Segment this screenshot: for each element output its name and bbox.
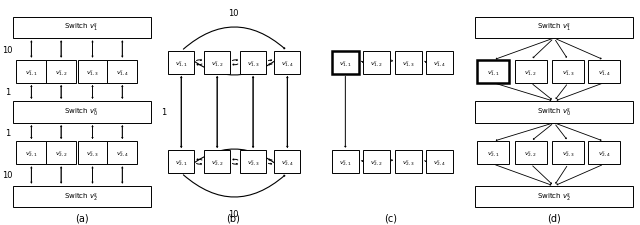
Bar bbox=[363, 52, 390, 74]
Bar bbox=[477, 142, 509, 164]
Text: $v_{1,2}^c$: $v_{1,2}^c$ bbox=[524, 68, 537, 76]
Text: $v_{1,3}^c$: $v_{1,3}^c$ bbox=[246, 58, 260, 68]
Text: (b): (b) bbox=[227, 213, 241, 223]
Bar bbox=[426, 151, 453, 173]
Text: (c): (c) bbox=[384, 213, 397, 223]
Text: $v_{2,3}^c$: $v_{2,3}^c$ bbox=[562, 148, 575, 157]
Bar bbox=[475, 186, 633, 207]
Bar bbox=[363, 151, 390, 173]
Text: $v_{1,4}^c$: $v_{1,4}^c$ bbox=[598, 68, 611, 76]
Bar bbox=[204, 151, 230, 173]
Text: 10: 10 bbox=[3, 45, 13, 54]
Bar bbox=[13, 102, 150, 123]
Text: $v_{2,4}^c$: $v_{2,4}^c$ bbox=[598, 148, 611, 157]
Bar bbox=[275, 151, 300, 173]
Text: $v_{2,2}^c$: $v_{2,2}^c$ bbox=[54, 148, 68, 157]
Text: $v_{1,1}^c$: $v_{1,1}^c$ bbox=[175, 58, 188, 68]
Bar bbox=[588, 61, 620, 83]
Text: (d): (d) bbox=[547, 213, 561, 223]
Text: $v_{2,2}^c$: $v_{2,2}^c$ bbox=[370, 158, 383, 166]
Bar bbox=[396, 52, 422, 74]
Text: $v_{2,3}^c$: $v_{2,3}^c$ bbox=[246, 158, 260, 166]
Text: $v_{1,1}^c$: $v_{1,1}^c$ bbox=[25, 68, 38, 76]
Bar bbox=[426, 52, 453, 74]
Text: $v_{1,2}^c$: $v_{1,2}^c$ bbox=[370, 58, 383, 68]
Bar bbox=[17, 142, 46, 164]
Text: $v_{1,3}^c$: $v_{1,3}^c$ bbox=[86, 68, 99, 76]
Text: $v_{2,1}^c$: $v_{2,1}^c$ bbox=[339, 158, 352, 166]
Text: Switch $v_0^s$: Switch $v_0^s$ bbox=[537, 106, 571, 119]
Text: $v_{2,2}^c$: $v_{2,2}^c$ bbox=[524, 148, 537, 157]
Bar bbox=[17, 61, 46, 83]
Bar bbox=[396, 151, 422, 173]
Text: (a): (a) bbox=[75, 213, 88, 223]
Text: $v_{1,2}^c$: $v_{1,2}^c$ bbox=[211, 58, 224, 68]
Bar bbox=[515, 142, 547, 164]
Bar bbox=[13, 17, 150, 39]
Bar bbox=[552, 61, 584, 83]
Bar bbox=[13, 186, 150, 207]
Bar bbox=[240, 151, 266, 173]
Text: 10: 10 bbox=[228, 209, 239, 218]
Bar bbox=[77, 61, 108, 83]
Bar bbox=[108, 142, 137, 164]
Text: $v_{1,1}^c$: $v_{1,1}^c$ bbox=[339, 58, 352, 68]
Text: $v_{1,1}^c$: $v_{1,1}^c$ bbox=[486, 68, 500, 76]
Text: Switch $v_1^s$: Switch $v_1^s$ bbox=[537, 22, 571, 34]
Text: 10: 10 bbox=[3, 171, 13, 180]
Text: $v_{2,3}^c$: $v_{2,3}^c$ bbox=[402, 158, 415, 166]
Text: $v_{2,4}^c$: $v_{2,4}^c$ bbox=[116, 148, 129, 157]
Text: 1: 1 bbox=[161, 108, 166, 117]
Text: $v_{2,3}^c$: $v_{2,3}^c$ bbox=[86, 148, 99, 157]
Text: Switch $v_2^s$: Switch $v_2^s$ bbox=[65, 191, 99, 203]
Text: $v_{2,4}^c$: $v_{2,4}^c$ bbox=[281, 158, 294, 166]
Bar bbox=[168, 52, 195, 74]
Text: 10: 10 bbox=[228, 9, 239, 18]
Text: $v_{1,4}^c$: $v_{1,4}^c$ bbox=[433, 58, 446, 68]
Text: $v_{2,1}^c$: $v_{2,1}^c$ bbox=[486, 148, 500, 157]
Text: Switch $v_1^s$: Switch $v_1^s$ bbox=[65, 22, 99, 34]
Text: $v_{1,2}^c$: $v_{1,2}^c$ bbox=[54, 68, 68, 76]
Text: $v_{2,4}^c$: $v_{2,4}^c$ bbox=[433, 158, 446, 166]
Text: $v_{1,4}^c$: $v_{1,4}^c$ bbox=[116, 68, 129, 76]
Text: 1: 1 bbox=[5, 128, 10, 137]
Text: $v_{1,3}^c$: $v_{1,3}^c$ bbox=[402, 58, 415, 68]
Text: Switch $v_0^s$: Switch $v_0^s$ bbox=[65, 106, 99, 119]
Text: $v_{1,4}^c$: $v_{1,4}^c$ bbox=[281, 58, 294, 68]
Bar bbox=[46, 61, 76, 83]
Bar bbox=[332, 151, 359, 173]
Text: $v_{1,3}^c$: $v_{1,3}^c$ bbox=[562, 68, 575, 76]
Text: $v_{2,1}^c$: $v_{2,1}^c$ bbox=[25, 148, 38, 157]
Text: 1: 1 bbox=[5, 88, 10, 97]
Bar bbox=[588, 142, 620, 164]
Bar bbox=[108, 61, 137, 83]
Bar bbox=[515, 61, 547, 83]
Text: $v_{2,2}^c$: $v_{2,2}^c$ bbox=[211, 158, 224, 166]
Bar bbox=[240, 52, 266, 74]
Text: Switch $v_2^s$: Switch $v_2^s$ bbox=[537, 191, 571, 203]
Bar bbox=[332, 52, 359, 74]
Bar bbox=[475, 17, 633, 39]
Bar bbox=[204, 52, 230, 74]
Bar bbox=[552, 142, 584, 164]
Bar bbox=[46, 142, 76, 164]
Bar bbox=[275, 52, 300, 74]
Text: $v_{2,1}^c$: $v_{2,1}^c$ bbox=[175, 158, 188, 166]
Bar bbox=[475, 102, 633, 123]
Bar bbox=[477, 61, 509, 83]
Bar bbox=[77, 142, 108, 164]
Bar bbox=[168, 151, 195, 173]
